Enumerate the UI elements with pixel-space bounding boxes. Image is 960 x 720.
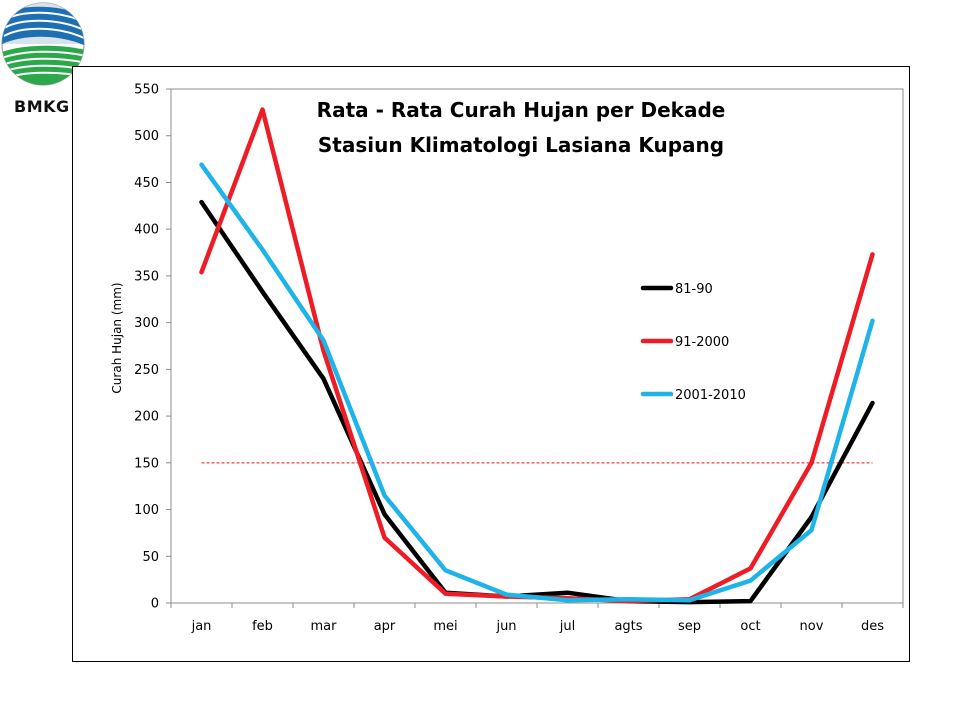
y-tick-label: 0 (151, 597, 159, 612)
rainfall-line-chart: 0 50 100 150 200 250 300 350 400 450 500 550 jan feb m… (110, 83, 904, 634)
bmkg-globe-icon (1, 2, 85, 86)
y-tick-label: 350 (134, 269, 159, 284)
y-tick-label: 550 (134, 83, 159, 98)
legend-label-2001-2010: 2001-2010 (675, 388, 746, 403)
x-tick-label: apr (374, 619, 396, 634)
x-tick-label: jun (495, 619, 516, 634)
chart-frame: 0 50 100 150 200 250 300 350 400 450 500 550 jan feb m… (72, 66, 910, 662)
series-line-2001-2010 (199, 162, 875, 603)
chart-title-line2: Stasiun Klimatologi Lasiana Kupang (318, 133, 724, 157)
bmkg-logo: BMKG (0, 0, 90, 122)
series-line-81-90 (199, 199, 875, 605)
y-tick-label: 400 (134, 223, 159, 238)
y-tick-label: 500 (134, 129, 159, 144)
x-tick-label: sep (678, 619, 701, 634)
x-tick-label: agts (614, 619, 642, 634)
y-tick-label: 300 (134, 316, 159, 331)
x-tick-label: mei (433, 619, 457, 634)
y-tick-label: 150 (134, 456, 159, 471)
legend-label-91-2000: 91-2000 (675, 335, 729, 350)
y-tick-label: 250 (134, 363, 159, 378)
bmkg-logo-text: BMKG (14, 97, 70, 116)
y-tick-label: 50 (142, 550, 159, 565)
x-tick-label: oct (740, 619, 760, 634)
x-tick-label: jan (191, 619, 212, 634)
x-tick-label: feb (252, 619, 273, 634)
x-tick-label: des (861, 619, 884, 634)
y-tick-label: 200 (134, 410, 159, 425)
x-tick-label: nov (800, 619, 824, 634)
y-tick-label: 100 (134, 503, 159, 518)
y-axis-label: Curah Hujan (mm) (110, 282, 124, 393)
chart-title-line1: Rata - Rata Curah Hujan per Dekade (317, 98, 726, 122)
legend-label-81-90: 81-90 (675, 282, 713, 297)
y-tick-label: 450 (134, 176, 159, 191)
x-tick-label: mar (311, 619, 338, 634)
plot-area-border (170, 88, 904, 604)
x-tick-label: jul (559, 619, 575, 634)
series-line-91-2000 (199, 107, 875, 604)
